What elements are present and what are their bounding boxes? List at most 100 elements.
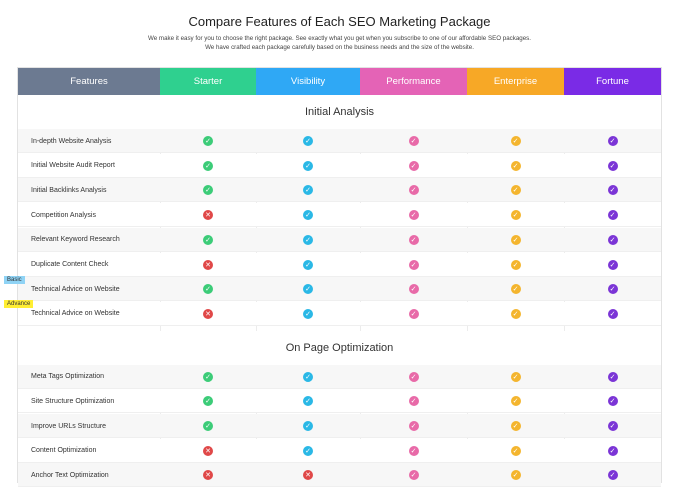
check-icon: ✓ [408,160,419,171]
table-row: Anchor Text Optimization ✕ ✕ ✓ ✓ ✓ [18,463,661,488]
status-cell-enterprise: ✓ [506,129,526,153]
check-icon: ✓ [607,284,618,295]
comparison-table: Features Starter Visibility Performance Ente… [17,67,662,488]
check-icon: ✓ [607,136,618,146]
status-cell-fortune: ✓ [603,302,623,326]
check-icon: ✓ [510,234,521,245]
status-cell-fortune: ✓ [603,365,623,389]
check-icon: ✓ [408,445,419,456]
status-cell-performance: ✓ [404,277,424,301]
status-cell-enterprise: ✓ [506,302,526,326]
check-icon: ✓ [303,371,313,382]
status-cell-performance: ✓ [404,129,424,153]
check-icon: ✓ [303,185,313,196]
check-icon: ✓ [408,371,419,382]
check-icon: ✓ [510,284,521,295]
status-cell-visibility: ✓ [298,414,318,438]
status-cell-enterprise: ✓ [506,389,526,413]
header-starter: Starter [160,68,256,95]
table-row: Competition Analysis ✕ ✓ ✓ ✓ ✓ [18,203,661,228]
status-cell-fortune: ✓ [603,154,623,178]
check-icon: ✓ [510,396,521,407]
table-row: In-depth Website Analysis ✓ ✓ ✓ ✓ ✓ [18,129,661,153]
table-row: Technical Advice on Website ✕ ✓ ✓ ✓ ✓ [18,301,661,326]
cross-icon: ✕ [203,308,213,319]
status-cell-starter: ✕ [198,463,218,487]
check-icon: ✓ [203,136,213,146]
status-cell-visibility: ✓ [298,365,318,389]
status-cell-performance: ✓ [404,439,424,463]
status-cell-visibility: ✓ [298,389,318,413]
feature-label: Content Optimization [31,447,97,455]
status-cell-performance: ✓ [404,178,424,202]
status-cell-visibility: ✓ [298,228,318,252]
check-icon: ✓ [408,421,419,431]
status-cell-starter: ✕ [198,302,218,326]
feature-label: Relevant Keyword Research [31,236,120,244]
header-visibility: Visibility [256,68,360,95]
status-cell-fortune: ✓ [603,178,623,202]
check-icon: ✓ [510,421,521,431]
check-icon: ✓ [203,396,213,407]
check-icon: ✓ [510,470,521,481]
status-cell-enterprise: ✓ [506,253,526,277]
check-icon: ✓ [303,421,313,431]
feature-label: Technical Advice on Website [31,285,120,293]
check-icon: ✓ [303,445,313,456]
table-row: Improve URLs Structure ✓ ✓ ✓ ✓ ✓ [18,414,661,438]
header-performance: Performance [360,68,467,95]
status-cell-performance: ✓ [404,365,424,389]
feature-label: Meta Tags Optimization [31,373,105,381]
status-cell-enterprise: ✓ [506,178,526,202]
status-cell-starter: ✓ [198,154,218,178]
section-title: On Page Optimization [18,330,661,365]
table-row: Initial Backlinks Analysis ✓ ✓ ✓ ✓ ✓ [18,178,661,203]
status-cell-performance: ✓ [404,463,424,487]
basic-tag: Basic [4,276,25,284]
check-icon: ✓ [510,210,521,221]
feature-label: Anchor Text Optimization [31,471,109,479]
check-icon: ✓ [607,445,618,456]
header-fortune: Fortune [564,68,661,95]
status-cell-performance: ✓ [404,253,424,277]
status-cell-performance: ✓ [404,389,424,413]
status-cell-starter: ✓ [198,129,218,153]
check-icon: ✓ [607,308,618,319]
check-icon: ✓ [203,284,213,295]
check-icon: ✓ [303,396,313,407]
check-icon: ✓ [203,160,213,171]
status-cell-starter: ✓ [198,228,218,252]
table-row: Site Structure Optimization ✓ ✓ ✓ ✓ ✓ [18,389,661,414]
section-title: Initial Analysis [18,95,661,129]
check-icon: ✓ [408,210,419,221]
table-row: Content Optimization ✕ ✓ ✓ ✓ ✓ [18,438,661,463]
header-features: Features [18,68,160,95]
status-cell-starter: ✓ [198,365,218,389]
feature-label: Improve URLs Structure [31,422,107,430]
status-cell-starter: ✓ [198,389,218,413]
status-cell-fortune: ✓ [603,414,623,438]
status-cell-starter: ✓ [198,414,218,438]
status-cell-fortune: ✓ [603,439,623,463]
check-icon: ✓ [607,421,618,431]
cross-icon: ✕ [303,470,313,481]
status-cell-enterprise: ✓ [506,228,526,252]
status-cell-visibility: ✓ [298,302,318,326]
check-icon: ✓ [607,210,618,221]
check-icon: ✓ [607,259,618,270]
check-icon: ✓ [408,396,419,407]
status-cell-fortune: ✓ [603,463,623,487]
feature-label: Competition Analysis [31,211,96,219]
status-cell-visibility: ✓ [298,178,318,202]
check-icon: ✓ [303,136,313,146]
status-cell-enterprise: ✓ [506,154,526,178]
feature-label: In-depth Website Analysis [31,137,112,145]
status-cell-performance: ✓ [404,154,424,178]
status-cell-performance: ✓ [404,228,424,252]
page-title: Compare Features of Each SEO Marketing P… [188,14,491,29]
check-icon: ✓ [408,185,419,196]
cross-icon: ✕ [203,259,213,270]
status-cell-visibility: ✓ [298,154,318,178]
status-cell-performance: ✓ [404,302,424,326]
header-enterprise: Enterprise [467,68,564,95]
